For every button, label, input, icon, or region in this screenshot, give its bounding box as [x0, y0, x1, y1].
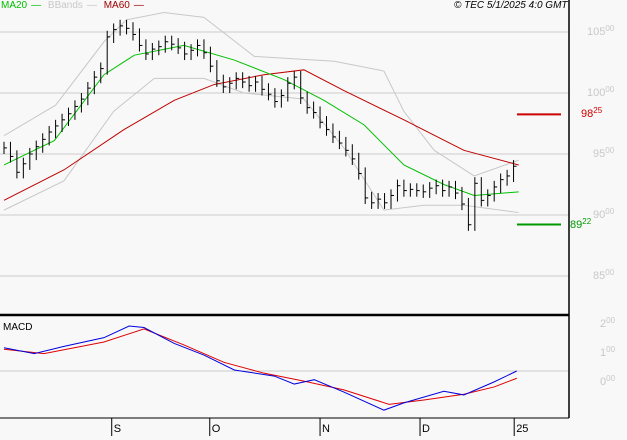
- x-tick-label: D: [422, 423, 430, 435]
- y-tick-label: 9000: [593, 207, 615, 221]
- legend-ma60: MA60: [103, 0, 130, 11]
- ma20-line: [3, 44, 519, 196]
- x-tick-label: O: [211, 423, 221, 435]
- macd-y-tick-label: 000: [600, 374, 616, 388]
- legend-bbands: BBands: [47, 0, 83, 11]
- x-tick-label: 25: [516, 423, 529, 435]
- marker-label: 9825: [581, 106, 603, 121]
- y-tick-label: 9500: [593, 146, 615, 160]
- macd-label: MACD: [3, 322, 33, 333]
- y-tick-label: 10500: [587, 24, 615, 38]
- legend-ma20: MA20: [1, 0, 28, 11]
- legend: MA20— BBands — MA60—: [1, 0, 144, 11]
- ma60-line: [3, 69, 519, 201]
- marker-label: 8922: [570, 216, 592, 231]
- y-tick-label: 8500: [593, 268, 615, 282]
- macd-y-tick-label: 100: [600, 344, 616, 359]
- macd-y-tick-label: 200: [600, 316, 616, 330]
- macd-line: [3, 325, 517, 411]
- bband-lower: [3, 77, 519, 214]
- bband-upper: [3, 11, 519, 177]
- y-tick-label: 10000: [587, 85, 615, 99]
- x-tick-label: N: [322, 423, 330, 435]
- x-tick-label: S: [113, 423, 122, 435]
- copyright: © TEC 5/1/2025 4:0 GMT: [454, 0, 568, 11]
- macd-signal-line: [3, 328, 517, 405]
